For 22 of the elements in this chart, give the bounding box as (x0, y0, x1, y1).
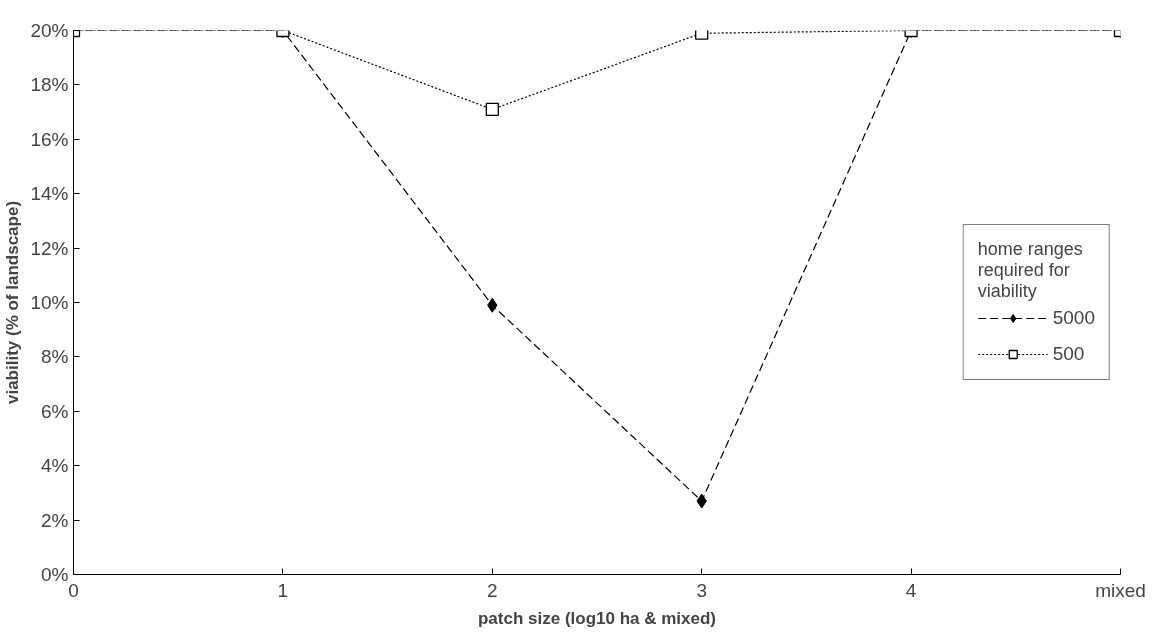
y-tick-label: 10% (30, 292, 69, 313)
x-axis-title: patch size (log10 ha & mixed) (477, 608, 717, 628)
x-tick-label: 3 (696, 579, 707, 601)
y-tick-label: 16% (30, 128, 69, 150)
x-tick-label: mixed (1095, 579, 1146, 601)
y-axis-title: viability (% of landscape) (3, 200, 23, 405)
x-tick-label: 0 (68, 579, 79, 601)
legend-label: 500 (1052, 343, 1085, 365)
y-tick-label: 12% (30, 237, 69, 259)
y-tick-label: 8% (41, 346, 69, 368)
legend-label: 5000 (1052, 307, 1095, 329)
x-tick-label: 2 (487, 579, 498, 601)
y-tick-label: 20% (30, 20, 69, 41)
y-tick-label: 4% (41, 455, 69, 477)
y-tick-label: 14% (30, 183, 69, 205)
legend-title: home ranges required for viability (977, 239, 1084, 302)
x-tick-label: 1 (277, 579, 289, 601)
y-tick-label: 0% (41, 564, 69, 585)
x-tick-label: 4 (905, 579, 917, 601)
y-tick-label: 6% (41, 400, 69, 422)
y-tick-label: 18% (30, 74, 69, 96)
y-tick-label: 2% (41, 509, 69, 531)
